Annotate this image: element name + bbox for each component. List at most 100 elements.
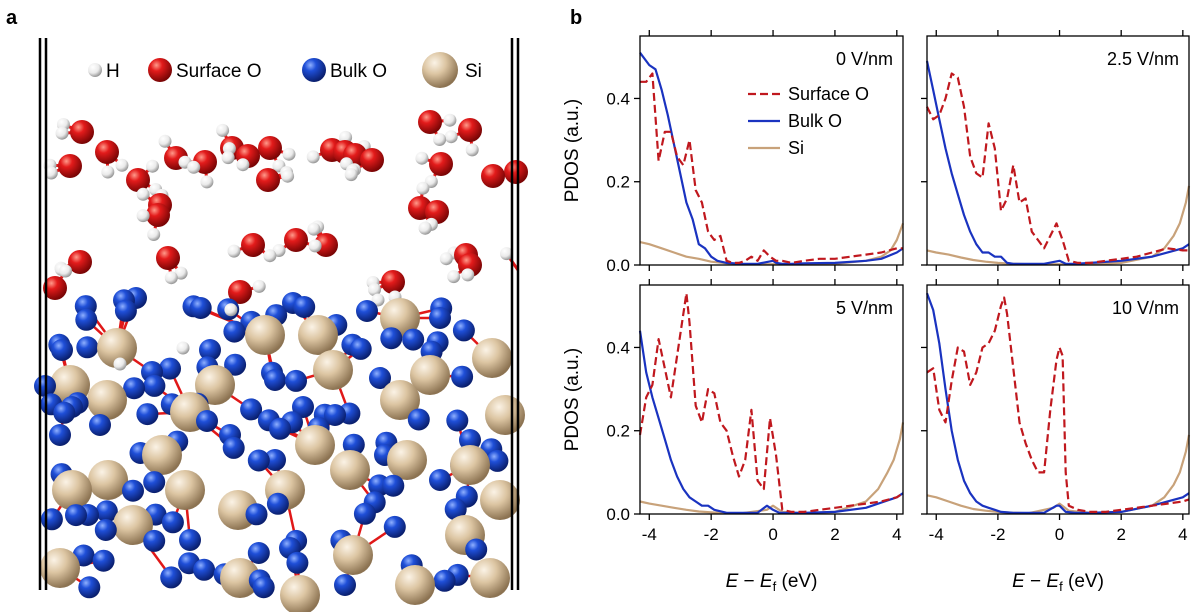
si-atom xyxy=(88,460,128,500)
bulk-o-atom xyxy=(407,408,430,431)
surface-o-atom xyxy=(58,154,82,178)
x-tick-label: 0 xyxy=(1055,525,1064,544)
bulk-o-atom xyxy=(143,374,166,397)
cell-boundary-left xyxy=(38,38,48,590)
x-axis-label: E − Ef (eV) xyxy=(726,571,818,594)
bulk-o-atom xyxy=(179,529,201,551)
bulk-o-atom xyxy=(196,410,218,432)
si-atom xyxy=(330,450,370,490)
field-strength-label: 0 V/nm xyxy=(836,49,893,69)
x-tick-label: 2 xyxy=(830,525,839,544)
h-atom xyxy=(115,158,129,172)
bulk-o-atom xyxy=(293,296,316,318)
h-atom xyxy=(174,266,188,280)
x-tick-label: 2 xyxy=(1116,525,1125,544)
h-atom xyxy=(221,151,235,165)
x-tick-label: -4 xyxy=(929,525,944,544)
pdos-panel: 2.5 V/nm xyxy=(921,30,1191,271)
legend-item-surface-o: Surface O xyxy=(148,58,262,82)
y-tick-label: 0.4 xyxy=(606,89,630,108)
h-atom xyxy=(433,133,447,146)
bulk-o-atom xyxy=(353,502,376,525)
surface-o-atom xyxy=(258,136,282,160)
bulk-o-atom xyxy=(240,398,263,421)
bulk-o-atom xyxy=(143,471,166,494)
panel-b-letter: b xyxy=(570,7,582,29)
bulk-o-atom xyxy=(459,429,481,451)
bulk-o-atom xyxy=(269,417,291,440)
bulk-o-atom xyxy=(433,569,456,592)
bulk-o-atom xyxy=(78,576,101,599)
molecular-structure xyxy=(34,110,528,612)
chart-legend: Surface O Bulk O Si xyxy=(748,84,869,158)
bulk-o-atom xyxy=(324,404,346,426)
h-atom xyxy=(44,166,58,180)
series-line-bulk-o xyxy=(925,292,1190,514)
bulk-o-atom xyxy=(429,307,451,329)
bulk-o-atom xyxy=(247,542,270,564)
h-atom xyxy=(113,357,127,371)
surface-o-atom xyxy=(284,228,308,252)
atom-legend: H Surface O Bulk O Si xyxy=(88,52,482,88)
plot-frame xyxy=(639,284,904,515)
si-atom xyxy=(395,565,435,605)
panel-a-letter: a xyxy=(6,7,18,29)
h-atom xyxy=(416,181,430,195)
bulk-o-atom xyxy=(446,409,469,432)
h-atom xyxy=(263,249,277,263)
surface-o-atom xyxy=(381,270,405,294)
bulk-o-atom xyxy=(143,529,166,552)
bulk-o-atom xyxy=(89,414,111,436)
bulk-o-atom xyxy=(53,401,76,424)
y-tick-label: 0.0 xyxy=(606,505,630,524)
si-atom xyxy=(333,535,373,575)
bulk-o-atom xyxy=(40,508,63,531)
h-atom xyxy=(59,264,72,278)
h-atom xyxy=(344,168,358,182)
x-tick-label: -4 xyxy=(642,525,657,544)
h-atom xyxy=(439,252,453,266)
h-atom xyxy=(500,247,513,261)
bulk-o-atom xyxy=(122,479,144,502)
si-atom xyxy=(298,315,338,355)
h-atom xyxy=(236,158,250,172)
pdos-panel: -4 -2 0 2 4 10 V/nm E − Ef (eV) xyxy=(921,279,1191,594)
bulk-o-atom xyxy=(76,336,99,359)
h-atom xyxy=(146,159,159,173)
y-tick-label: 0.2 xyxy=(606,173,630,192)
bulk-o-atom xyxy=(383,515,406,538)
si-atom xyxy=(52,470,92,510)
si-atom xyxy=(380,380,420,420)
bulk-o-atom xyxy=(51,339,73,361)
surface-o-atom xyxy=(481,164,505,188)
bulk-o-atom xyxy=(252,576,275,599)
y-tick-label: 0.4 xyxy=(606,338,630,357)
legend-label-h: H xyxy=(106,61,120,82)
bulk-o-atom xyxy=(94,519,117,541)
h-atom xyxy=(461,268,475,282)
si-atom xyxy=(97,328,137,368)
x-tick-label: 4 xyxy=(892,525,901,544)
si-atom xyxy=(245,315,285,355)
atoms xyxy=(34,110,528,612)
bulk-o-atom xyxy=(486,449,509,472)
surface-o-atom xyxy=(126,168,150,192)
bulk-o-atom xyxy=(452,319,475,342)
bulk-o-atom xyxy=(223,320,246,343)
si-atom xyxy=(142,435,182,475)
y-tick-label: 0.0 xyxy=(606,256,630,275)
surface-o-atom xyxy=(146,203,170,227)
h-atom xyxy=(187,160,201,174)
surface-o-atom xyxy=(360,148,384,172)
bulk-o-atom xyxy=(136,403,159,426)
surface-o-atom xyxy=(228,280,252,304)
si-atom xyxy=(87,380,127,420)
bulk-o-atom-icon xyxy=(302,58,326,82)
bulk-o-atom xyxy=(245,503,268,526)
si-atom xyxy=(410,355,450,395)
bulk-o-atom xyxy=(114,299,137,322)
y-axis-label: PDOS (a.u.) xyxy=(562,348,583,451)
si-atom xyxy=(485,395,525,435)
h-atom xyxy=(368,283,381,297)
h-atom xyxy=(101,165,115,179)
